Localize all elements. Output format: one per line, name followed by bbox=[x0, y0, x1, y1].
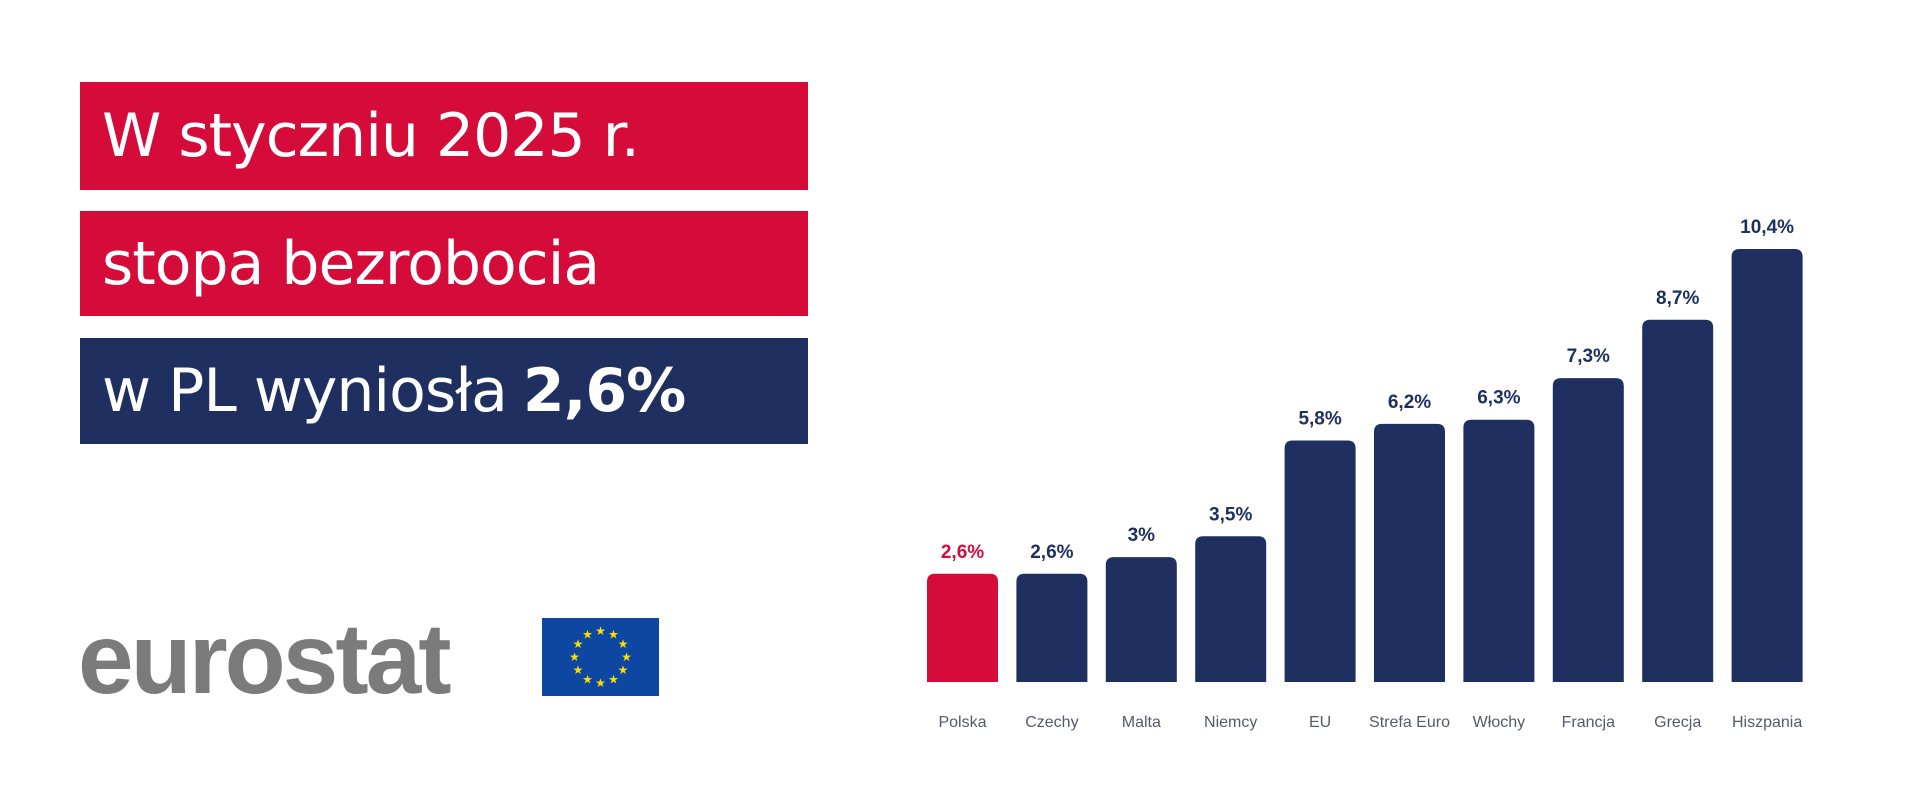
flag-star-icon: ★ bbox=[582, 673, 593, 687]
value-label: 2,6% bbox=[1030, 542, 1073, 563]
category-label: Włochy bbox=[1473, 714, 1525, 731]
category-label: Grecja bbox=[1654, 714, 1701, 731]
category-label: EU bbox=[1309, 714, 1331, 731]
headline-text-2: stopa bezrobocia bbox=[102, 228, 600, 299]
flag-star-icon: ★ bbox=[569, 650, 580, 664]
eu-flag-icon: ★ ★ ★ ★ ★ ★ ★ ★ ★ ★ ★ ★ bbox=[542, 618, 659, 696]
headline-text-1: W styczniu 2025 r. bbox=[102, 101, 640, 171]
bar-włochy bbox=[1463, 419, 1535, 682]
value-label: 3% bbox=[1128, 525, 1156, 546]
bar-hiszpania bbox=[1731, 249, 1803, 682]
bar-polska bbox=[927, 573, 998, 682]
bar-eu bbox=[1284, 440, 1356, 682]
category-label: Strefa Euro bbox=[1369, 714, 1450, 731]
value-label: 2,6% bbox=[941, 542, 984, 563]
eurostat-logo: eurostat bbox=[78, 603, 452, 715]
flag-star-icon: ★ bbox=[621, 650, 632, 664]
category-label: Francja bbox=[1562, 714, 1615, 731]
value-label: 5,8% bbox=[1298, 409, 1341, 430]
value-label: 6,2% bbox=[1388, 392, 1431, 413]
flag-star-icon: ★ bbox=[608, 627, 619, 641]
bar-grecja bbox=[1642, 319, 1714, 682]
headline-line-3: w PL wyniosła 2,6% bbox=[80, 338, 808, 444]
category-label: Hiszpania bbox=[1732, 714, 1802, 731]
value-label: 8,7% bbox=[1656, 288, 1699, 309]
flag-star-icon: ★ bbox=[573, 663, 584, 677]
flag-star-icon: ★ bbox=[573, 637, 584, 651]
headline-value: 2,6% bbox=[522, 356, 686, 426]
headline-line-2: stopa bezrobocia bbox=[80, 211, 808, 316]
flag-star-icon: ★ bbox=[595, 676, 606, 690]
category-label: Czechy bbox=[1025, 714, 1078, 731]
flag-star-icon: ★ bbox=[618, 663, 629, 677]
value-label: 6,3% bbox=[1477, 388, 1520, 409]
headline-line-1: W styczniu 2025 r. bbox=[80, 82, 808, 190]
flag-star-icon: ★ bbox=[595, 624, 606, 638]
flag-star-icon: ★ bbox=[618, 637, 629, 651]
value-label: 7,3% bbox=[1567, 346, 1610, 367]
headline-text-3: w PL wyniosła bbox=[102, 356, 508, 426]
value-label: 3,5% bbox=[1209, 504, 1252, 525]
flag-star-icon: ★ bbox=[608, 673, 619, 687]
category-label: Polska bbox=[938, 714, 986, 731]
value-label: 10,4% bbox=[1740, 217, 1794, 238]
category-label: Niemcy bbox=[1204, 714, 1257, 731]
category-label: Malta bbox=[1122, 714, 1161, 731]
bar-malta bbox=[1105, 557, 1177, 682]
bar-francja bbox=[1552, 378, 1624, 682]
flag-star-icon: ★ bbox=[582, 627, 593, 641]
bar-czechy bbox=[1016, 573, 1088, 682]
bar-strefa-euro bbox=[1374, 423, 1445, 682]
bar-niemcy bbox=[1195, 536, 1267, 682]
